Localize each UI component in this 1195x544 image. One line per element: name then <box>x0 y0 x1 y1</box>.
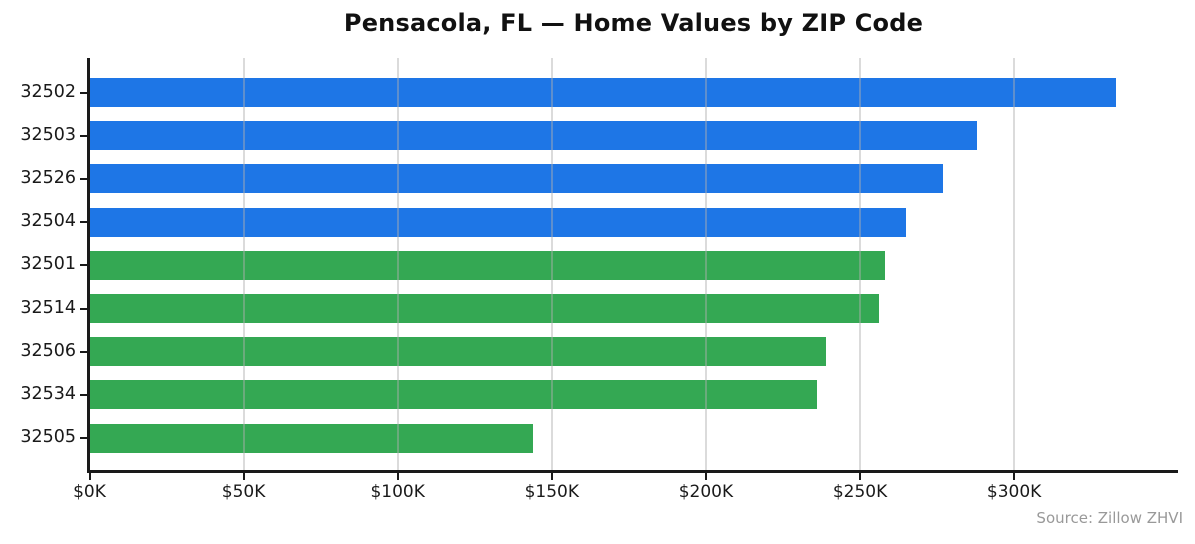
y-tick-mark <box>80 350 87 353</box>
y-tick-mark <box>80 177 87 180</box>
x-tick-label-$0K: $0K <box>73 482 106 502</box>
chart-title: Pensacola, FL — Home Values by ZIP Code <box>343 9 924 37</box>
gridline-$250K <box>859 58 862 470</box>
bar-32506 <box>89 337 827 367</box>
y-tick-label-32534: 32534 <box>20 383 76 404</box>
y-tick-mark <box>80 393 87 396</box>
bar-32503 <box>89 121 978 151</box>
gridline-$200K <box>704 58 707 470</box>
bar-32502 <box>89 78 1116 107</box>
x-tick-mark <box>1013 472 1016 480</box>
x-tick-mark <box>550 472 553 480</box>
bar-32504 <box>89 207 907 237</box>
y-tick-label-32504: 32504 <box>20 211 76 232</box>
gridline-$100K <box>396 58 399 470</box>
gridline-$50K <box>242 58 245 470</box>
y-tick-mark <box>80 221 87 224</box>
gridline-$150K <box>550 58 553 470</box>
x-tick-mark <box>88 472 91 480</box>
y-tick-mark <box>80 91 87 94</box>
x-tick-mark <box>396 472 399 480</box>
bar-32501 <box>89 250 885 280</box>
y-tick-mark <box>80 134 87 137</box>
y-tick-label-32526: 32526 <box>20 167 76 188</box>
y-tick-label-32502: 32502 <box>20 81 76 102</box>
x-tick-label-$200K: $200K <box>678 482 734 502</box>
bar-32514 <box>89 294 879 323</box>
gridline-$300K <box>1013 58 1016 470</box>
source-note: Source: Zillow ZHVI <box>1036 509 1183 527</box>
y-axis-spine <box>87 58 90 473</box>
bar-32526 <box>89 164 944 194</box>
x-axis-spine <box>87 470 1178 473</box>
plot-area <box>89 58 1178 470</box>
x-tick-label-$250K: $250K <box>832 482 888 502</box>
bar-32505 <box>89 423 534 453</box>
bar-32534 <box>89 380 817 410</box>
y-tick-label-32505: 32505 <box>20 427 76 448</box>
y-tick-mark <box>80 264 87 267</box>
x-tick-label-$50K: $50K <box>221 482 266 502</box>
x-tick-mark <box>704 472 707 480</box>
x-tick-label-$150K: $150K <box>524 482 580 502</box>
x-tick-mark <box>242 472 245 480</box>
y-tick-label-32503: 32503 <box>20 124 76 145</box>
x-tick-label-$100K: $100K <box>370 482 425 502</box>
x-tick-label-$300K: $300K <box>986 482 1042 502</box>
y-tick-mark <box>80 437 87 440</box>
x-tick-mark <box>859 472 862 480</box>
y-tick-label-32501: 32501 <box>20 254 76 275</box>
y-tick-mark <box>80 307 87 310</box>
y-tick-label-32506: 32506 <box>20 340 76 361</box>
y-tick-label-32514: 32514 <box>20 297 76 318</box>
